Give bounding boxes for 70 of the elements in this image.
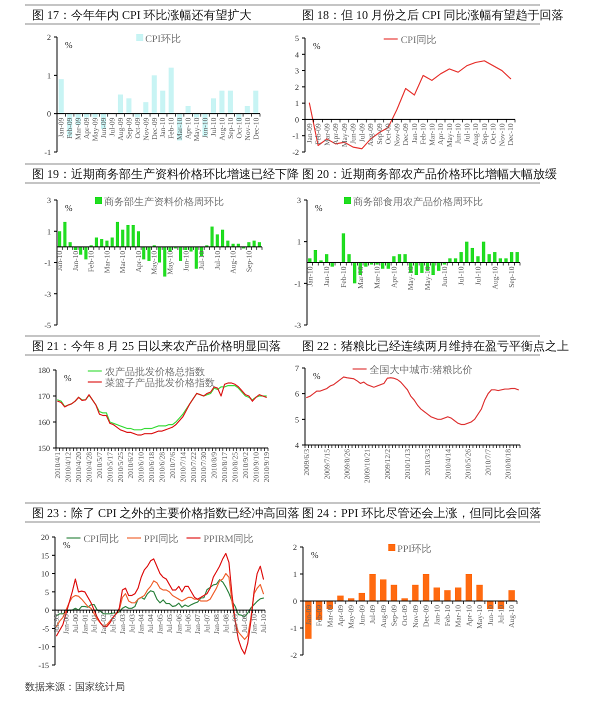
y-tick-label: 5: [295, 415, 299, 424]
y-tick-label: -1: [44, 258, 51, 268]
y-tick-label: 0: [47, 110, 51, 119]
y-tick-label: 150: [38, 444, 50, 453]
y-tick-label: -15: [38, 661, 49, 670]
chart-title: 图 19：近期商务部生产资料价格环比增速已经下降: [32, 167, 299, 181]
y-tick-label: 170: [38, 392, 50, 401]
y-tick-label: 0: [295, 115, 299, 124]
legend-label: 全国大中城市:猪粮比价: [370, 364, 472, 376]
y-tick-label: 2: [295, 82, 299, 92]
y-tick-label: -1: [290, 624, 297, 633]
legend-label: PPIRM同比: [204, 533, 254, 545]
chart-title: 图 22：猪粮比已经连续两月维持在盈亏平衡点之上: [302, 339, 569, 353]
y-tick-label: 3: [297, 196, 301, 205]
y-tick-label: 4: [295, 441, 299, 450]
y-tick-label: 15: [41, 551, 49, 560]
y-tick-label: -3: [294, 321, 301, 330]
y-tick-label: 1: [47, 71, 51, 80]
y-tick-label: 20: [41, 533, 49, 542]
y-tick-label: -1: [44, 148, 51, 157]
chart-title: 图 24：PPI 环比尽管还会上涨，但同比会回落: [302, 506, 542, 520]
legend-label: 农产品批发价格总指数: [104, 366, 205, 378]
y-tick-label: -1: [292, 132, 299, 141]
legend-label: 商务部生产资料价格周环比: [104, 196, 224, 208]
y-tick-label: 1: [295, 99, 299, 108]
y-tick-label: 6: [295, 390, 299, 399]
y-tick-label: 180: [38, 366, 50, 375]
y-tick-label: 10: [41, 570, 49, 579]
y-tick-label: -1: [294, 279, 301, 288]
chart-title: 图 20：近期商务部农产品价格环比增幅大幅放缓: [302, 167, 557, 181]
y-tick-label: 4: [295, 50, 299, 60]
legend-label: 商务部食用农产品价格周环比: [353, 196, 483, 208]
annotation: %: [64, 373, 72, 383]
annotation: %: [63, 540, 71, 550]
annotation: %: [313, 41, 321, 51]
y-tick-label: 1: [47, 227, 51, 236]
y-tick-label: -2: [290, 651, 297, 660]
y-tick-label: 2: [293, 543, 297, 552]
y-tick-label: 2: [47, 33, 51, 42]
legend-label: PPI环比: [397, 543, 432, 555]
chart-title: 图 23：除了 CPI 之外的主要价格指数已经冲高回落: [32, 506, 300, 520]
y-tick-label: -2: [292, 148, 299, 157]
y-tick-label: -5: [44, 321, 51, 330]
annotation: %: [311, 550, 319, 560]
chart-title: 图 17：今年年内 CPI 环比涨幅还有望扩大: [32, 8, 252, 22]
legend-label: CPI环比: [145, 33, 181, 45]
y-tick-label: -5: [42, 624, 49, 634]
y-tick-label: 0: [293, 597, 297, 606]
chart-title: 图 21：今年 8 月 25 日以来农产品价格明显回落: [32, 339, 281, 353]
y-tick-label: 3: [47, 196, 51, 205]
legend-label: 菜篮子产品批发价格指数: [104, 377, 215, 389]
legend-label: PPI同比: [144, 533, 178, 545]
legend-label: CPI同比: [83, 533, 120, 545]
y-tick-label: -3: [44, 290, 51, 299]
y-tick-label: 5: [295, 34, 299, 43]
annotation: %: [313, 371, 321, 381]
legend-label: CPI同比: [400, 34, 436, 46]
y-tick-label: 3: [295, 66, 299, 76]
chart-title: 图 18：但 10 月份之后 CPI 同比涨幅有望趋于回落: [302, 8, 564, 22]
y-tick-label: 1: [297, 238, 301, 247]
y-tick-label: -10: [38, 642, 49, 652]
y-tick-label: 160: [38, 418, 50, 427]
annotation: %: [65, 203, 73, 213]
annotation: %: [315, 203, 323, 213]
y-tick-label: 5: [45, 588, 49, 597]
annotation: %: [65, 40, 73, 50]
y-tick-label: 7: [295, 364, 299, 373]
y-tick-label: 1: [293, 570, 297, 579]
y-tick-label: 0: [45, 606, 49, 616]
source-note: 数据来源：国家统计局: [25, 681, 125, 693]
